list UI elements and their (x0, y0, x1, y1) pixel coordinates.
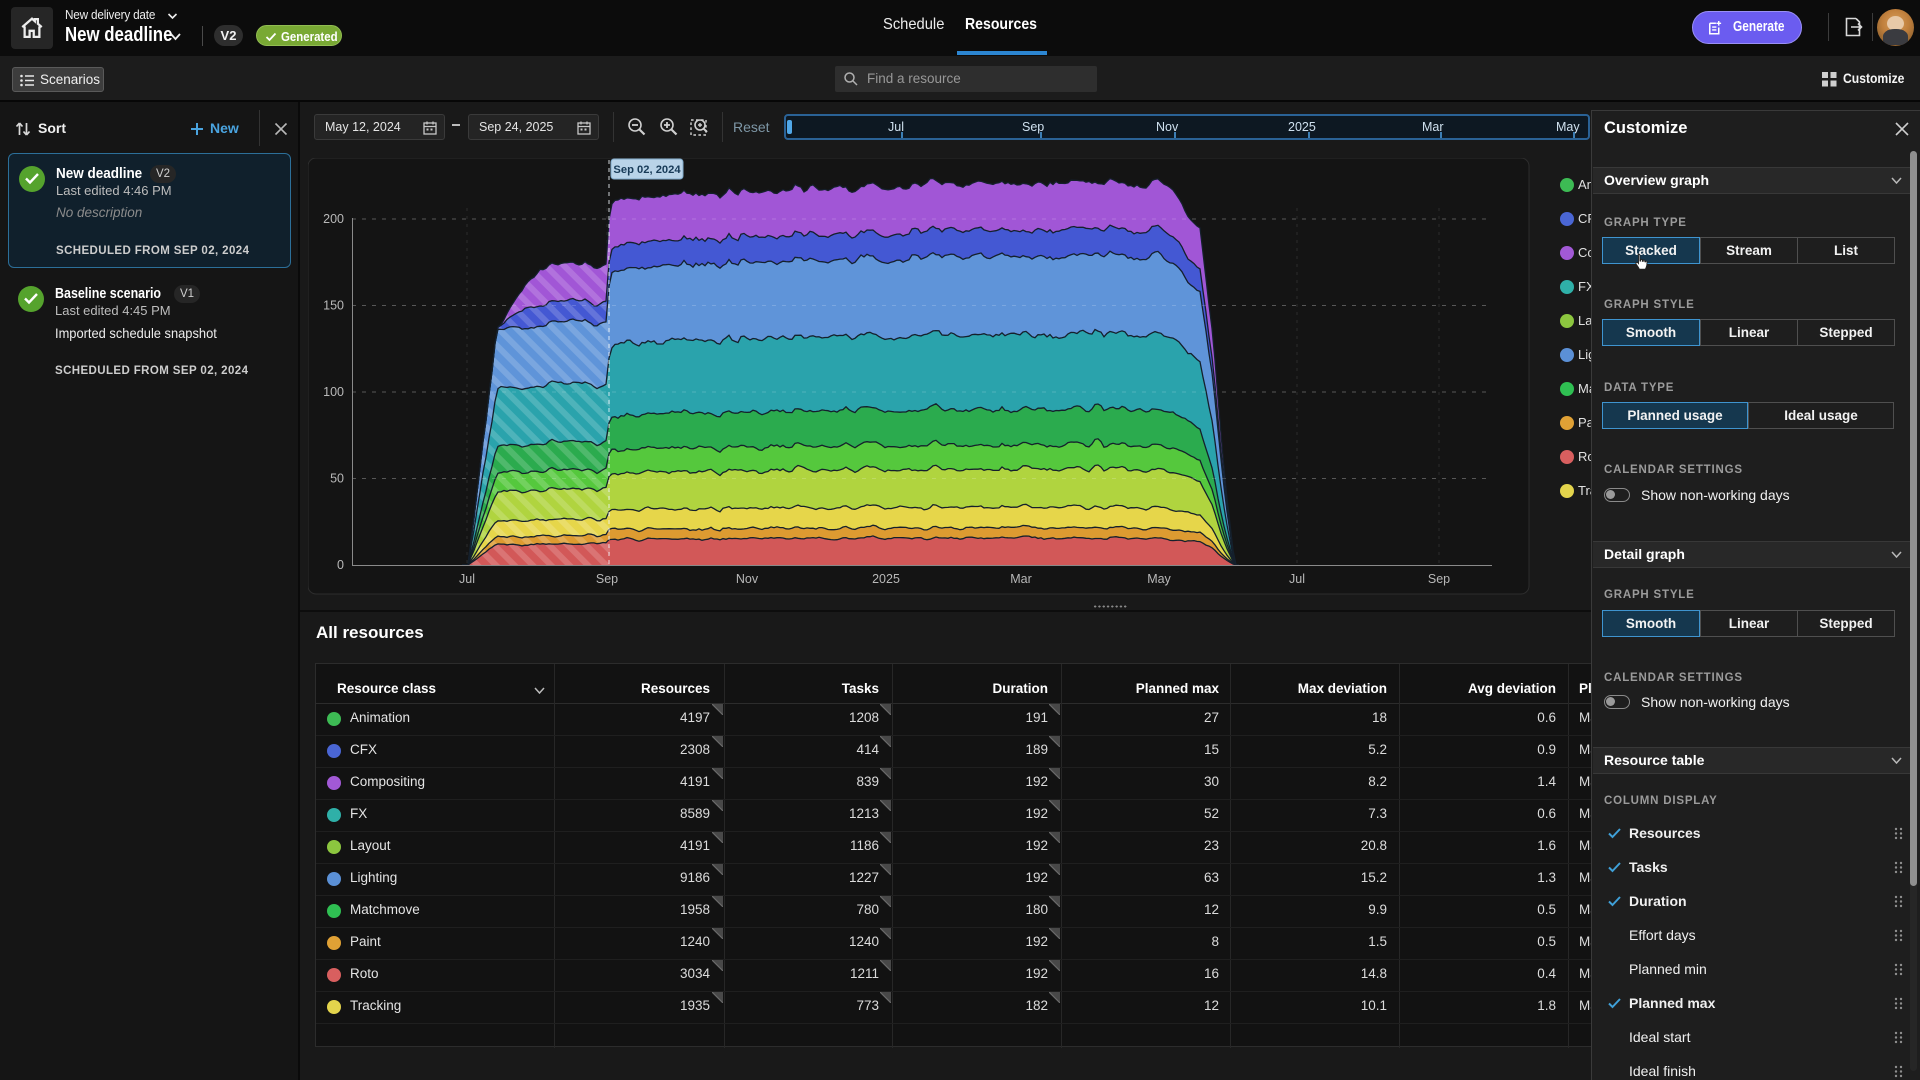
svg-text:0: 0 (337, 558, 344, 572)
svg-text:Sep 02, 2024: Sep 02, 2024 (613, 164, 681, 176)
svg-text:Mar: Mar (1010, 572, 1032, 586)
svg-text:May: May (1147, 572, 1171, 586)
svg-text:Sep: Sep (596, 572, 618, 586)
svg-text:2025: 2025 (872, 572, 900, 586)
svg-text:Sep: Sep (1428, 572, 1450, 586)
svg-text:Jul: Jul (459, 572, 475, 586)
svg-text:Nov: Nov (736, 572, 759, 586)
svg-text:100: 100 (323, 385, 344, 399)
svg-text:200: 200 (323, 212, 344, 226)
svg-text:150: 150 (323, 299, 344, 313)
svg-text:50: 50 (330, 472, 344, 486)
svg-text:Jul: Jul (1289, 572, 1305, 586)
